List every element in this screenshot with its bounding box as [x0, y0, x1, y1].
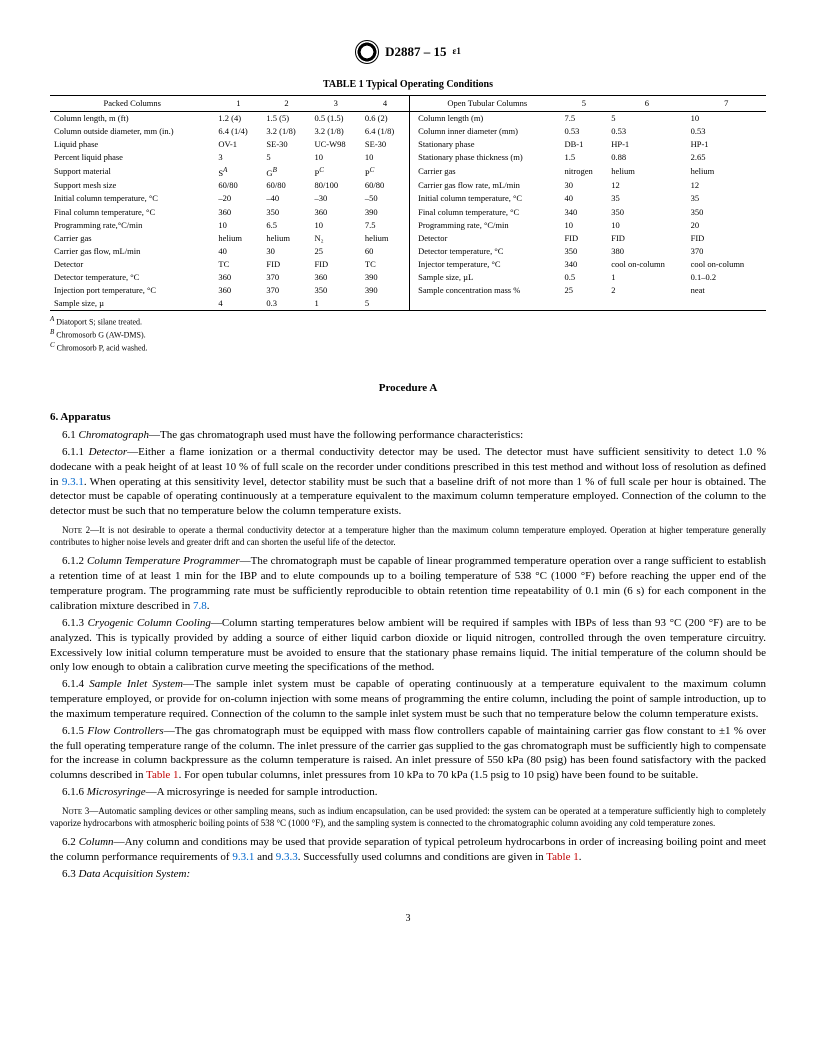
col-3: 3 — [310, 96, 360, 112]
para-6-1-4: 6.1.4 Sample Inlet System—The sample inl… — [50, 677, 766, 722]
table-row: Programming rate,°C/min106.5107.5Program… — [50, 219, 766, 232]
table-row: Sample size, µ40.315 — [50, 297, 766, 311]
link-7-8[interactable]: 7.8 — [193, 600, 207, 612]
tubular-header: Open Tubular Columns — [410, 96, 561, 112]
page-number: 3 — [50, 912, 766, 925]
section-6-heading: 6. Apparatus — [50, 410, 766, 424]
epsilon-superscript: ɛ1 — [453, 46, 461, 58]
col-5: 5 — [560, 96, 607, 112]
col-4: 4 — [361, 96, 410, 112]
note-3: NOTE 3—Automatic sampling devices or oth… — [50, 806, 766, 829]
note-2: NOTE Note 22—It is not desirable to oper… — [50, 525, 766, 548]
para-6-1: 6.1 Chromatograph—The gas chromatograph … — [50, 428, 766, 443]
table-row: DetectorTCFIDFIDTCInjector temperature, … — [50, 258, 766, 271]
col-1: 1 — [214, 96, 262, 112]
table-title: TABLE 1 Typical Operating Conditions — [50, 78, 766, 91]
table-row: Injection port temperature, °C3603703503… — [50, 284, 766, 297]
link-9-3-1[interactable]: 9.3.1 — [62, 476, 84, 488]
astm-logo-icon — [355, 40, 379, 64]
para-6-1-1: 6.1.1 Detector—Either a flame ionization… — [50, 445, 766, 519]
para-6-1-2: 6.1.2 Column Temperature Programmer—The … — [50, 554, 766, 613]
table-row: Support materialSAGBPCPCCarrier gasnitro… — [50, 165, 766, 180]
col-7: 7 — [687, 96, 766, 112]
table-row: Column outside diameter, mm (in.)6.4 (1/… — [50, 125, 766, 138]
col-2: 2 — [262, 96, 310, 112]
para-6-2: 6.2 Column—Any column and conditions may… — [50, 835, 766, 865]
table-row: Carrier gas flow, mL/min40302560Detector… — [50, 245, 766, 258]
procedure-title: Procedure A — [50, 381, 766, 395]
link-9-3-1b[interactable]: 9.3.1 — [232, 851, 254, 863]
packed-header: Packed Columns — [50, 96, 214, 112]
link-table-1a[interactable]: Table 1 — [146, 769, 179, 781]
table-row: Final column temperature, °C360350360390… — [50, 206, 766, 219]
table-row: Column length, m (ft)1.2 (4)1.5 (5)0.5 (… — [50, 112, 766, 126]
conditions-table: Packed Columns 1 2 3 4 Open Tubular Colu… — [50, 95, 766, 311]
col-6: 6 — [607, 96, 686, 112]
designation: D2887 – 15 — [385, 44, 446, 61]
document-header: D2887 – 15 ɛ1 — [50, 40, 766, 68]
table-row: Support mesh size60/8060/8080/10060/80Ca… — [50, 179, 766, 192]
para-6-1-6: 6.1.6 Microsyringe—A microsyringe is nee… — [50, 785, 766, 800]
para-6-1-3: 6.1.3 Cryogenic Column Cooling—Column st… — [50, 616, 766, 675]
table-footnotes: A Diatoport S; silane treated.B Chromoso… — [50, 315, 766, 354]
table-row: Detector temperature, °C360370360390Samp… — [50, 271, 766, 284]
table-row: Initial column temperature, °C–20–40–30–… — [50, 192, 766, 205]
para-6-3: 6.3 Data Acquisition System: — [50, 867, 766, 882]
table-row: Carrier gasheliumheliumN₂heliumDetectorF… — [50, 232, 766, 245]
link-9-3-3[interactable]: 9.3.3 — [276, 851, 298, 863]
table-row: Percent liquid phase351010Stationary pha… — [50, 151, 766, 164]
link-table-1b[interactable]: Table 1 — [546, 851, 579, 863]
table-row: Liquid phaseOV-1SE-30UC-W98SE-30Stationa… — [50, 138, 766, 151]
para-6-1-5: 6.1.5 Flow Controllers—The gas chromatog… — [50, 724, 766, 783]
